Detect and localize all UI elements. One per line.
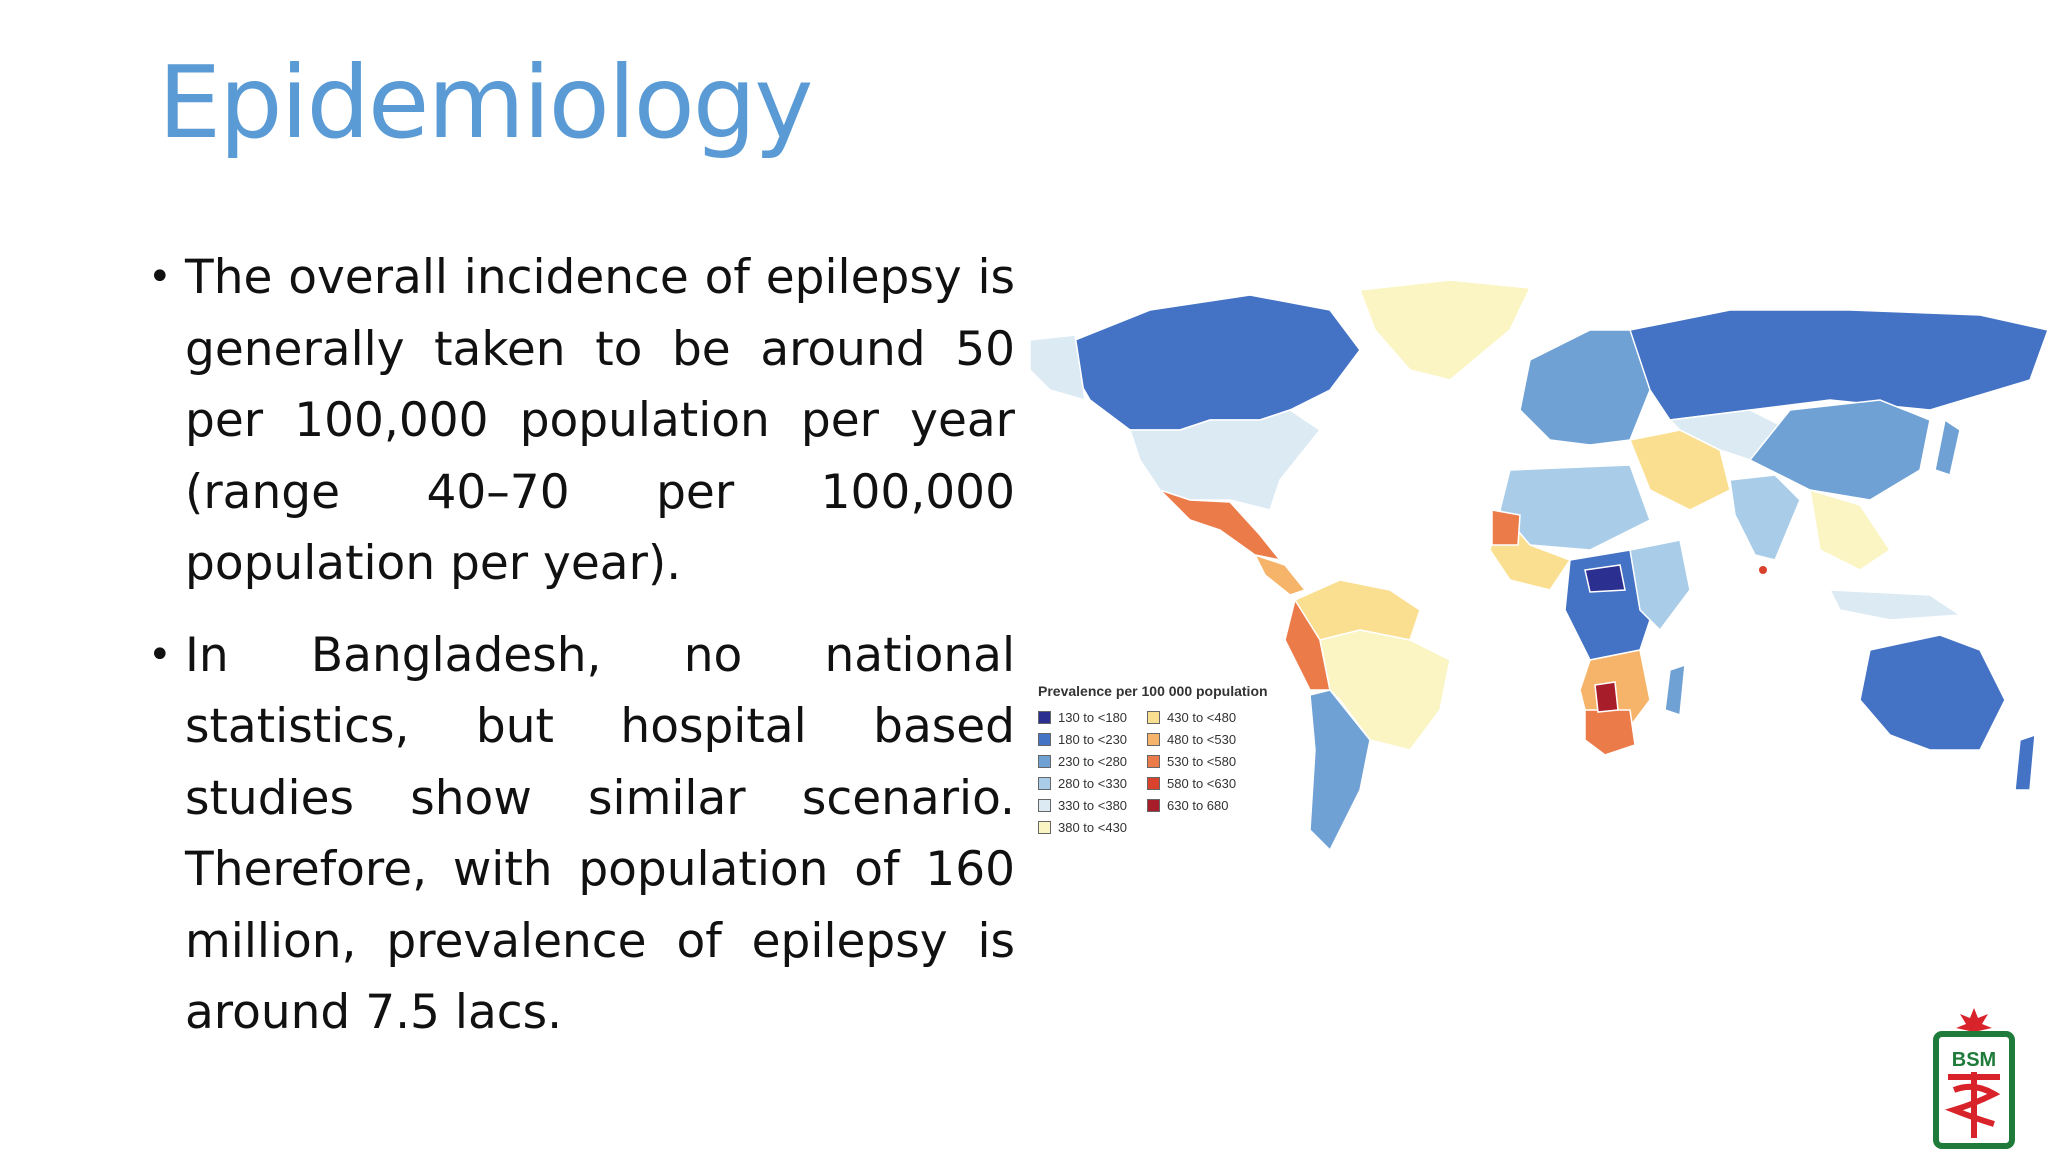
bullet-list: • The overall incidence of epilepsy is g… [140, 242, 1015, 1069]
central-african-republic-region [1584, 564, 1626, 593]
world-map-svg [1030, 279, 2048, 852]
legend-item: 280 to <330 [1038, 775, 1127, 792]
south-africa-region [1584, 709, 1636, 756]
legend-swatch [1038, 755, 1051, 768]
bullet-dot-icon: • [148, 631, 172, 678]
india-region [1729, 474, 1801, 561]
madagascar-region [1664, 663, 1686, 717]
legend-column-2: 430 to <480 480 to <530 530 to <580 580 … [1147, 709, 1236, 836]
legend-item: 380 to <430 [1038, 819, 1127, 836]
legend-item: 430 to <480 [1147, 709, 1236, 726]
legend-swatch [1147, 733, 1161, 746]
legend-swatch [1147, 799, 1161, 812]
bullet-item-bangladesh: • In Bangladesh, no national statistics,… [140, 620, 1015, 1049]
legend-swatch [1147, 777, 1161, 790]
world-prevalence-map [1030, 270, 2048, 870]
legend-item: 630 to 680 [1147, 797, 1236, 814]
japan-region [1934, 418, 1961, 476]
russia-region [1629, 309, 2048, 421]
logo-emblem-icon: BSM [1933, 1008, 2015, 1149]
andes-region [1284, 598, 1331, 691]
indonesia-region [1828, 589, 1963, 621]
legend-item: 180 to <230 [1038, 731, 1127, 748]
legend-swatch [1038, 799, 1051, 812]
slide-title: Epidemiology [158, 44, 813, 161]
china-region [1748, 399, 1931, 501]
legend-column-1: 130 to <180 180 to <230 230 to <280 280 … [1038, 709, 1127, 836]
svg-text:BSM: BSM [1952, 1049, 1996, 1071]
bullet-dot-icon: • [148, 254, 172, 300]
central-america-region [1253, 553, 1307, 596]
canada-region [1069, 294, 1361, 431]
legend-title: Prevalence per 100 000 population [1038, 683, 1268, 699]
legend-item: 330 to <380 [1038, 797, 1127, 814]
alaska-region [1030, 334, 1086, 402]
legend-swatch [1038, 821, 1051, 834]
bullet-text: In Bangladesh, no national statistics, b… [185, 627, 1015, 1041]
legend-swatch [1147, 755, 1161, 768]
legend-item: 580 to <630 [1147, 775, 1236, 792]
brazil-region [1319, 629, 1451, 751]
europe-region [1519, 329, 1651, 446]
map-legend: Prevalence per 100 000 population 130 to… [1038, 683, 1268, 836]
legend-item: 230 to <280 [1038, 753, 1127, 770]
bullet-item-incidence: • The overall incidence of epilepsy is g… [140, 242, 1015, 600]
east-africa-region [1629, 539, 1691, 632]
bullet-text: The overall incidence of epilepsy is gen… [185, 250, 1015, 591]
sri-lanka-region [1759, 566, 1767, 574]
new-zealand-region [2014, 733, 2036, 791]
legend-swatch [1038, 777, 1051, 790]
southeast-asia-region [1809, 488, 1892, 571]
mauritania-region [1491, 509, 1521, 546]
legend-swatch [1147, 711, 1161, 724]
greenland-region [1358, 279, 1532, 381]
legend-item: 530 to <580 [1147, 753, 1236, 770]
legend-item: 480 to <530 [1147, 731, 1236, 748]
legend-swatch [1038, 711, 1051, 724]
legend-item: 130 to <180 [1038, 709, 1127, 726]
bsmmu-logo: BSM [1932, 1006, 2016, 1150]
mexico-region [1159, 489, 1282, 562]
legend-swatch [1038, 733, 1051, 746]
australia-region [1859, 634, 2006, 751]
botswana-region [1594, 681, 1619, 713]
southern-cone-region [1309, 689, 1371, 852]
